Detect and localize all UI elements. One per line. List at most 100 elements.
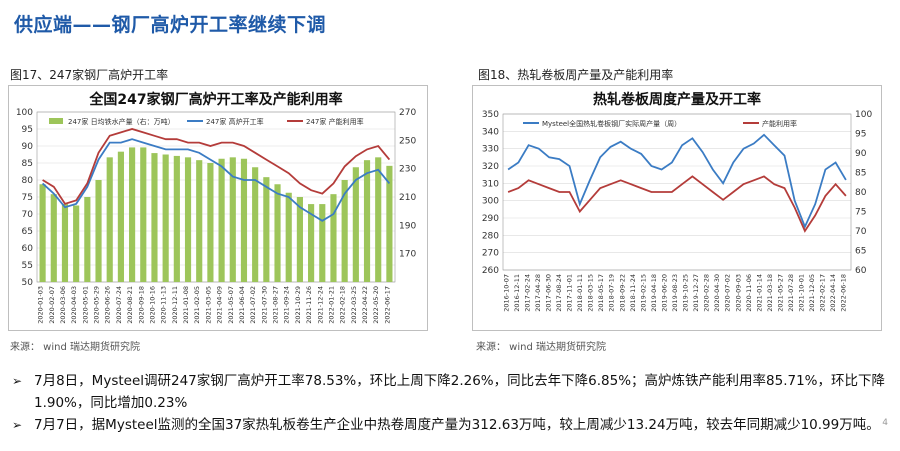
y-left-tick-label: 290	[482, 214, 499, 224]
bar	[207, 163, 214, 282]
x-tick-label: 2018-11-24	[629, 274, 637, 312]
x-tick-label: 2021-06-04	[238, 286, 246, 324]
y-left-tick-label: 90	[22, 142, 34, 152]
x-tick-label: 2020-03-06	[59, 286, 67, 324]
bar	[73, 205, 80, 282]
plot-area-border	[502, 113, 852, 271]
left-figure-caption: 图17、247家钢厂高炉开工率	[10, 68, 169, 82]
bar	[162, 154, 169, 282]
chart-title: 全国247家钢厂高炉开工率及产能利用率	[88, 91, 342, 108]
x-tick-label: 2022-04-14	[829, 274, 837, 312]
bar	[263, 177, 270, 282]
y-left-tick-label: 85	[22, 159, 33, 169]
plot-area-border	[36, 111, 396, 283]
x-tick-label: 2022-06-17	[383, 286, 391, 324]
x-tick-label: 2020-05-01	[81, 286, 89, 324]
x-tick-label: 2019-02-15	[639, 274, 647, 312]
bar	[39, 184, 46, 282]
x-tick-label: 2019-06-20	[660, 274, 668, 312]
x-tick-label: 2017-11-01	[566, 274, 574, 312]
y-right-tick-label: 250	[399, 136, 416, 146]
legend-label: 产能利用率	[762, 119, 797, 128]
y-right-tick-label: 60	[855, 266, 867, 276]
arrow-bullet-icon: ➢	[12, 374, 23, 388]
y-right-tick-label: 270	[399, 108, 416, 118]
x-tick-label: 2022-04-22	[361, 286, 369, 324]
x-tick-label: 2019-04-18	[650, 274, 658, 312]
x-tick-label: 2021-11-26	[305, 286, 313, 324]
bar	[140, 147, 147, 282]
bar	[106, 157, 113, 282]
series-line	[42, 128, 391, 205]
y-left-tick-label: 270	[482, 249, 499, 259]
x-tick-label: 2018-07-19	[608, 274, 616, 312]
x-tick-label: 2018-09-22	[618, 274, 626, 312]
y-left-tick-label: 350	[482, 110, 499, 120]
y-left-tick-label: 95	[22, 125, 33, 135]
bullet-text: 7月8日，Mysteel调研247家钢厂高炉开工率78.53%，环比上周下降2.…	[34, 373, 885, 411]
bar	[184, 157, 192, 282]
y-left-tick-label: 330	[482, 145, 499, 155]
y-right-tick-label: 170	[399, 250, 416, 260]
x-tick-label: 2018-01-11	[576, 274, 584, 312]
x-tick-label: 2020-04-30	[713, 274, 721, 312]
bar	[95, 180, 102, 282]
y-left-tick-label: 100	[16, 108, 33, 118]
x-tick-label: 2021-07-02	[249, 286, 257, 324]
bar	[129, 147, 136, 282]
bar	[151, 153, 158, 282]
bar	[341, 180, 348, 282]
bar	[117, 151, 124, 282]
legend-swatch	[49, 118, 63, 124]
x-tick-label: 2020-07-02	[724, 274, 732, 312]
x-tick-label: 2021-04-09	[216, 286, 224, 324]
x-tick-label: 2018-05-17	[597, 274, 605, 312]
bullet-text: 7月7日，据Mysteel监测的全国37家热轧板卷生产企业中热卷周度产量为312…	[34, 417, 880, 433]
bar	[196, 160, 203, 282]
right-chart-frame: 热轧卷板周度产量及开工率 260 270 280 290 300 310 320 330 340 3…	[472, 85, 882, 331]
series-line	[507, 175, 847, 233]
left-figure-source: 来源： wind 瑞达期货研究院	[10, 342, 140, 353]
bullet-item: ➢ 7月8日，Mysteel调研247家钢厂高炉开工率78.53%，环比上周下降…	[8, 370, 896, 414]
x-tick-label: 2017-04-28	[534, 274, 542, 312]
x-tick-label: 2021-07-28	[787, 274, 795, 312]
bar	[61, 204, 69, 282]
y-left-tick-label: 260	[482, 266, 499, 276]
y-left-tick-label: 55	[22, 261, 33, 271]
x-tick-label: 2021-07-30	[260, 286, 268, 324]
x-tick-label: 2020-05-29	[93, 286, 101, 324]
x-tick-label: 2021-03-18	[766, 274, 774, 312]
left-chart: 全国247家钢厂高炉开工率及产能利用率 50 55 60 65 70 75 80 85 90 95 1…	[16, 91, 417, 324]
bar	[308, 204, 315, 282]
x-tick-label: 2020-11-06	[745, 274, 753, 312]
x-tick-label: 2017-08-24	[555, 274, 563, 312]
y-left-tick-label: 280	[482, 231, 499, 241]
right-figure-source: 来源： wind 瑞达期货研究院	[476, 342, 606, 353]
bar	[50, 194, 57, 282]
y-right-tick-label: 95	[855, 130, 866, 140]
x-tick-label: 2021-01-14	[755, 274, 763, 312]
bullet-list: ➢ 7月8日，Mysteel调研247家钢厂高炉开工率78.53%，环比上周下降…	[8, 370, 896, 436]
x-tick-label: 2022-03-25	[350, 286, 358, 324]
y-left-tick-label: 75	[22, 193, 33, 203]
bar	[218, 158, 225, 282]
y-left-tick-label: 340	[482, 127, 499, 137]
x-tick-label: 2021-09-24	[283, 286, 291, 324]
bar	[173, 155, 180, 282]
y-left-tick-label: 80	[22, 176, 34, 186]
page-number: 4	[882, 418, 888, 428]
bar	[274, 184, 281, 282]
y-left-tick-label: 65	[22, 227, 33, 237]
y-right-tick-label: 70	[855, 227, 867, 237]
x-tick-label: 2020-02-28	[703, 274, 711, 312]
bar	[386, 165, 393, 282]
y-left-tick-label: 50	[22, 278, 34, 288]
legend-label: Mysteel全国热轧卷板钢厂实际周产量（周）	[542, 119, 681, 128]
y-right-tick-label: 190	[399, 221, 416, 231]
y-right-tick-label: 90	[855, 149, 867, 159]
y-right-tick-label: 85	[855, 169, 866, 179]
x-tick-label: 2022-05-20	[372, 286, 380, 324]
x-tick-label: 2019-12-27	[692, 274, 700, 312]
x-tick-label: 2020-02-07	[48, 286, 56, 324]
x-tick-label: 2019-08-23	[671, 274, 679, 312]
